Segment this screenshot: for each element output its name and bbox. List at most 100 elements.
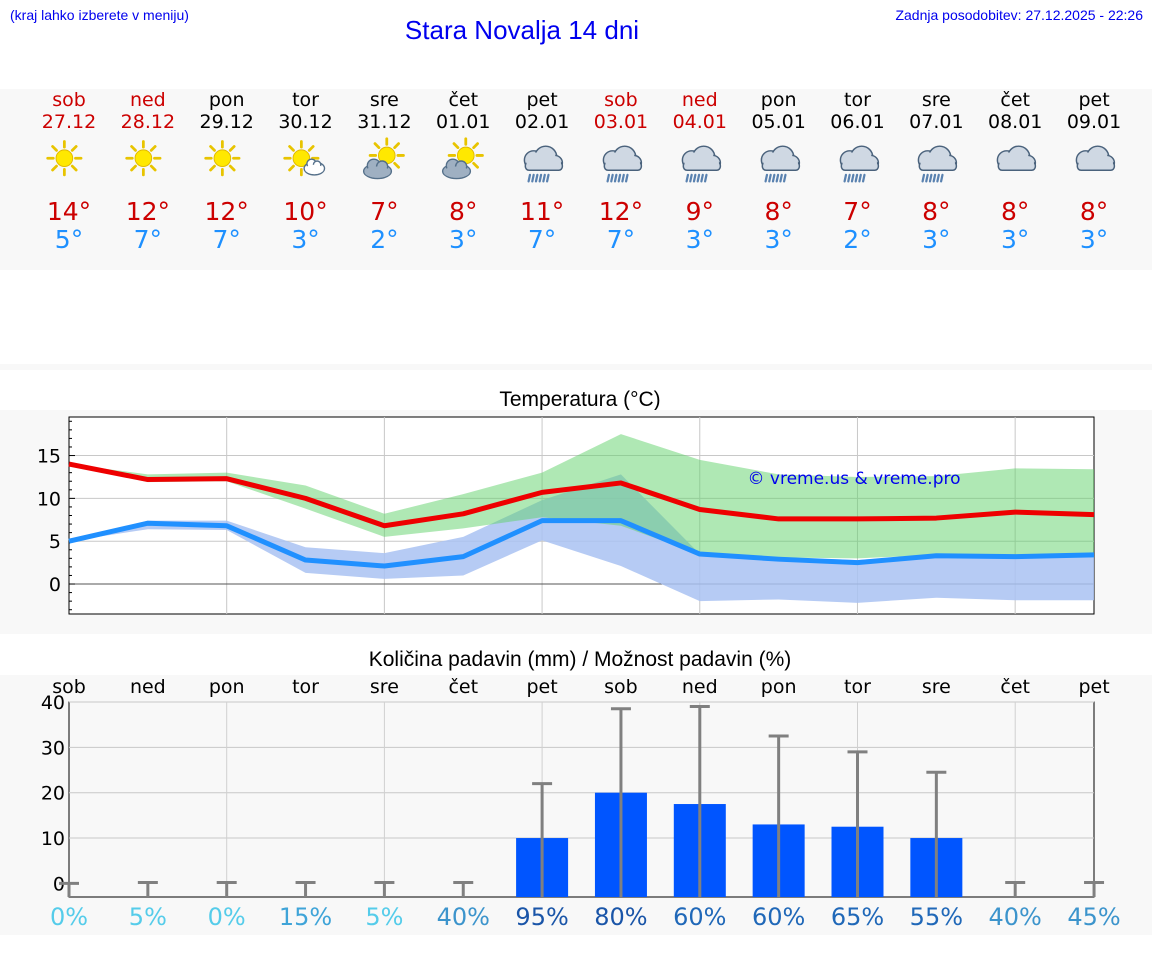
temp-max: 12° [204,197,249,226]
day-date: 07.01 [909,111,964,133]
temp-max: 8° [922,197,951,226]
day-date: 08.01 [987,111,1043,133]
day-name: sre [921,89,951,111]
x-day-label: tor [292,676,319,698]
y-tick-label: 30 [41,737,65,759]
last-update: Zadnja posodobitev: 27.12.2025 - 22:26 [895,7,1143,23]
plot-area [68,701,1095,898]
x-day-label: tor [844,676,871,698]
day-name: pet [1078,89,1110,111]
day-date: 30.12 [278,111,333,133]
day-name: sob [52,89,86,111]
cloud-icon [1075,145,1116,171]
day-date: 29.12 [199,111,254,133]
y-tick-label: 15 [37,446,61,468]
temp-min: 3° [449,225,478,254]
y-tick-label: 40 [41,692,65,714]
day-name: ned [129,89,166,111]
day-name: tor [844,89,871,111]
x-day-label: sre [370,676,399,698]
temp-max: 10° [283,197,328,226]
y-tick-label: 10 [37,488,61,510]
x-day-label: sre [922,676,951,698]
temp-min: 7° [212,225,241,254]
temp-min: 3° [922,225,951,254]
day-name: ned [681,89,718,111]
y-tick-label: 0 [49,574,61,596]
temp-max: 12° [598,197,644,226]
max-temp-line [68,461,1095,529]
watermark: © vreme.us & vreme.pro [747,469,960,489]
x-day-label: sob [52,676,86,698]
cloud-icon [996,145,1037,171]
day-date: 06.01 [830,111,885,133]
temp-min: 3° [764,225,793,254]
x-day-label: pet [526,676,557,698]
temp-min: 7° [527,225,557,254]
x-day-label: ned [682,676,718,698]
temp-min: 2° [843,225,872,254]
temp-min: 7° [133,225,163,254]
sun-icon [204,140,241,177]
x-day-label: ned [130,676,166,698]
temp-max: 8° [764,197,793,226]
x-day-label: pet [1078,676,1109,698]
day-date: 31.12 [357,111,412,133]
day-date: 28.12 [120,111,176,133]
page-title: Stara Novalja 14 dni [404,15,640,45]
x-day-label: sob [604,676,638,698]
y-tick-label: 5 [49,531,61,553]
sun-icon [125,140,162,177]
x-day-label: pon [761,676,797,698]
temp-min: 5° [54,225,84,254]
x-day-label: pon [209,676,245,698]
day-date: 09.01 [1066,111,1122,133]
day-date: 04.01 [672,111,727,133]
location-menu-hint: (kraj lahko izberete v meniju) [10,7,189,23]
day-name: sob [604,89,638,111]
rain-icon [681,145,721,183]
min-temp-line [68,518,1095,569]
y-tick-label: 0 [53,873,65,895]
rain-icon [918,145,958,183]
temperature-chart-title: Temperatura (°C) [499,388,661,411]
rain-icon [760,145,800,183]
temp-max: 14° [46,197,92,226]
temp-min: 3° [1079,225,1109,254]
temp-min: 3° [1000,225,1030,254]
x-day-label: čet [448,676,478,698]
temp-min: 3° [291,225,320,254]
temperature-chart: 0 5 10 15 © vreme.us & vreme.pro [37,416,1095,615]
sun-icon [46,140,83,177]
x-day-label: čet [1000,676,1030,698]
temp-max: 7° [370,197,399,226]
day-date: 03.01 [593,111,649,133]
forecast-band [0,89,1152,270]
rain-icon [839,145,879,183]
day-date: 05.01 [751,111,806,133]
day-date: 02.01 [514,111,570,133]
temp-max: 12° [125,197,170,226]
day-name: tor [292,89,319,111]
day-name: pon [760,89,797,111]
forecast-strip: sob 27.12 14° 5° ned 28.12 12° 7° pon 29.12 12° 7° t… [0,0,1152,260]
precipitation-chart-title: Količina padavin (mm) / Možnost padavin … [368,648,792,671]
day-date: 27.12 [41,111,97,133]
sun-cloud-icon [442,137,485,180]
day-date: 01.01 [436,111,491,133]
day-name: čet [448,89,479,111]
min-temp-range-band [69,474,1094,603]
day-name: pet [526,89,558,111]
temp-max: 9° [685,197,714,226]
day-name: čet [1000,89,1030,111]
separator-band [0,364,1152,370]
temp-max: 8° [449,197,478,226]
temp-max: 7° [843,197,872,226]
temp-max: 8° [1000,197,1030,226]
temp-min: 7° [606,225,636,254]
y-tick-label: 20 [41,783,65,805]
max-range-group [69,434,1094,559]
max-temp-range-band [69,434,1094,559]
rain-icon [523,145,564,183]
